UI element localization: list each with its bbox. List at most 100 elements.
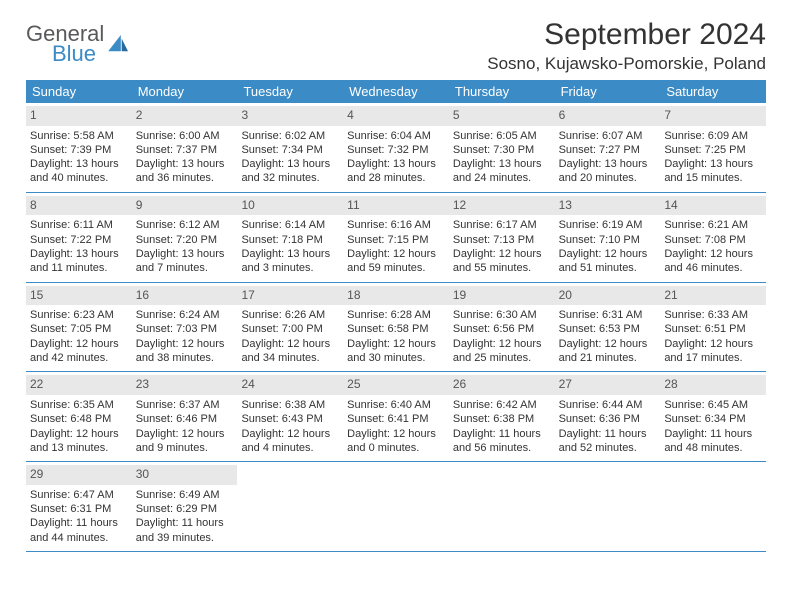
day-info-line: and 15 minutes.	[664, 171, 762, 185]
day-number-row: 20	[555, 286, 661, 306]
day-info-line: Daylight: 12 hours	[241, 337, 339, 351]
day-info-line: Sunset: 6:34 PM	[664, 412, 762, 426]
week-row: 29Sunrise: 6:47 AMSunset: 6:31 PMDayligh…	[26, 462, 766, 552]
day-number-row: 26	[449, 375, 555, 395]
day-number-row: 16	[132, 286, 238, 306]
day-number-row: 28	[660, 375, 766, 395]
day-info-line: and 4 minutes.	[241, 441, 339, 455]
day-info-line: Daylight: 13 hours	[30, 247, 128, 261]
day-cell: 22Sunrise: 6:35 AMSunset: 6:48 PMDayligh…	[26, 372, 132, 461]
day-number-row: 6	[555, 106, 661, 126]
day-info-line: and 38 minutes.	[136, 351, 234, 365]
day-cell: 13Sunrise: 6:19 AMSunset: 7:10 PMDayligh…	[555, 193, 661, 282]
logo-text: General Blue	[26, 24, 104, 64]
day-info-line: Sunset: 7:15 PM	[347, 233, 445, 247]
day-info-line: Sunset: 6:53 PM	[559, 322, 657, 336]
day-info-line: Sunrise: 6:33 AM	[664, 308, 762, 322]
day-number-row: 4	[343, 106, 449, 126]
day-info-line: and 9 minutes.	[136, 441, 234, 455]
day-cell: 25Sunrise: 6:40 AMSunset: 6:41 PMDayligh…	[343, 372, 449, 461]
day-header: Friday	[555, 80, 661, 103]
day-cell: 5Sunrise: 6:05 AMSunset: 7:30 PMDaylight…	[449, 103, 555, 192]
day-info-line: Sunrise: 6:14 AM	[241, 218, 339, 232]
week-row: 15Sunrise: 6:23 AMSunset: 7:05 PMDayligh…	[26, 283, 766, 373]
day-info-line: Daylight: 13 hours	[136, 247, 234, 261]
logo-sail-icon	[108, 35, 130, 53]
day-info-line: Sunset: 7:25 PM	[664, 143, 762, 157]
day-info-line: and 42 minutes.	[30, 351, 128, 365]
title-block: September 2024 Sosno, Kujawsko-Pomorskie…	[487, 18, 766, 74]
day-info-line: Daylight: 12 hours	[136, 427, 234, 441]
day-info-line: Sunrise: 6:49 AM	[136, 488, 234, 502]
calendar: SundayMondayTuesdayWednesdayThursdayFrid…	[26, 80, 766, 552]
day-header: Saturday	[660, 80, 766, 103]
day-number: 2	[136, 108, 143, 122]
day-info-line: and 51 minutes.	[559, 261, 657, 275]
day-number-row: 27	[555, 375, 661, 395]
day-info-line: and 48 minutes.	[664, 441, 762, 455]
day-info-line: Sunrise: 6:44 AM	[559, 398, 657, 412]
day-cell-empty	[343, 462, 449, 551]
day-info-line: Sunrise: 6:00 AM	[136, 129, 234, 143]
day-number: 26	[453, 377, 466, 391]
day-info-line: Sunset: 7:20 PM	[136, 233, 234, 247]
day-number-row: 14	[660, 196, 766, 216]
day-cell: 12Sunrise: 6:17 AMSunset: 7:13 PMDayligh…	[449, 193, 555, 282]
day-cell: 4Sunrise: 6:04 AMSunset: 7:32 PMDaylight…	[343, 103, 449, 192]
day-info-line: and 59 minutes.	[347, 261, 445, 275]
day-info-line: Daylight: 12 hours	[136, 337, 234, 351]
day-number: 14	[664, 198, 677, 212]
day-cell: 6Sunrise: 6:07 AMSunset: 7:27 PMDaylight…	[555, 103, 661, 192]
day-info-line: Sunrise: 6:07 AM	[559, 129, 657, 143]
day-cell: 3Sunrise: 6:02 AMSunset: 7:34 PMDaylight…	[237, 103, 343, 192]
day-info-line: Daylight: 13 hours	[664, 157, 762, 171]
day-info-line: Daylight: 12 hours	[347, 247, 445, 261]
day-info-line: Daylight: 12 hours	[30, 427, 128, 441]
day-number: 3	[241, 108, 248, 122]
day-info-line: and 55 minutes.	[453, 261, 551, 275]
day-info-line: Sunrise: 6:35 AM	[30, 398, 128, 412]
day-info-line: Sunset: 7:00 PM	[241, 322, 339, 336]
day-header: Tuesday	[237, 80, 343, 103]
day-info-line: Sunset: 6:38 PM	[453, 412, 551, 426]
day-info-line: Sunrise: 6:02 AM	[241, 129, 339, 143]
day-cell: 16Sunrise: 6:24 AMSunset: 7:03 PMDayligh…	[132, 283, 238, 372]
day-cell-empty	[555, 462, 661, 551]
day-cell-empty	[660, 462, 766, 551]
day-number: 30	[136, 467, 149, 481]
day-info-line: Sunset: 6:41 PM	[347, 412, 445, 426]
day-info-line: Daylight: 12 hours	[559, 337, 657, 351]
day-number: 21	[664, 288, 677, 302]
day-info-line: Sunrise: 6:16 AM	[347, 218, 445, 232]
day-number: 15	[30, 288, 43, 302]
day-number-row: 18	[343, 286, 449, 306]
day-info-line: Daylight: 13 hours	[347, 157, 445, 171]
day-number-row: 24	[237, 375, 343, 395]
day-number: 24	[241, 377, 254, 391]
day-number: 28	[664, 377, 677, 391]
day-number-row: 9	[132, 196, 238, 216]
day-info-line: Sunrise: 6:45 AM	[664, 398, 762, 412]
day-number-row: 2	[132, 106, 238, 126]
day-info-line: Daylight: 12 hours	[664, 337, 762, 351]
day-info-line: Sunset: 6:43 PM	[241, 412, 339, 426]
day-cell: 18Sunrise: 6:28 AMSunset: 6:58 PMDayligh…	[343, 283, 449, 372]
day-info-line: Sunrise: 6:47 AM	[30, 488, 128, 502]
day-info-line: and 52 minutes.	[559, 441, 657, 455]
day-info-line: Sunrise: 6:04 AM	[347, 129, 445, 143]
day-number: 1	[30, 108, 37, 122]
day-info-line: and 17 minutes.	[664, 351, 762, 365]
logo-blue: Blue	[26, 44, 104, 64]
day-number-row: 11	[343, 196, 449, 216]
day-info-line: Daylight: 12 hours	[347, 427, 445, 441]
day-cell: 28 Sunrise: 6:45 AMSunset: 6:34 PMDayligh…	[660, 372, 766, 461]
day-cell: 7Sunrise: 6:09 AMSunset: 7:25 PMDaylight…	[660, 103, 766, 192]
day-info-line: and 28 minutes.	[347, 171, 445, 185]
day-number-row: 22	[26, 375, 132, 395]
day-cell: 2Sunrise: 6:00 AMSunset: 7:37 PMDaylight…	[132, 103, 238, 192]
day-info-line: Daylight: 11 hours	[664, 427, 762, 441]
day-info-line: and 46 minutes.	[664, 261, 762, 275]
day-cell: 21Sunrise: 6:33 AMSunset: 6:51 PMDayligh…	[660, 283, 766, 372]
day-cell: 8Sunrise: 6:11 AMSunset: 7:22 PMDaylight…	[26, 193, 132, 282]
day-info-line: and 25 minutes.	[453, 351, 551, 365]
